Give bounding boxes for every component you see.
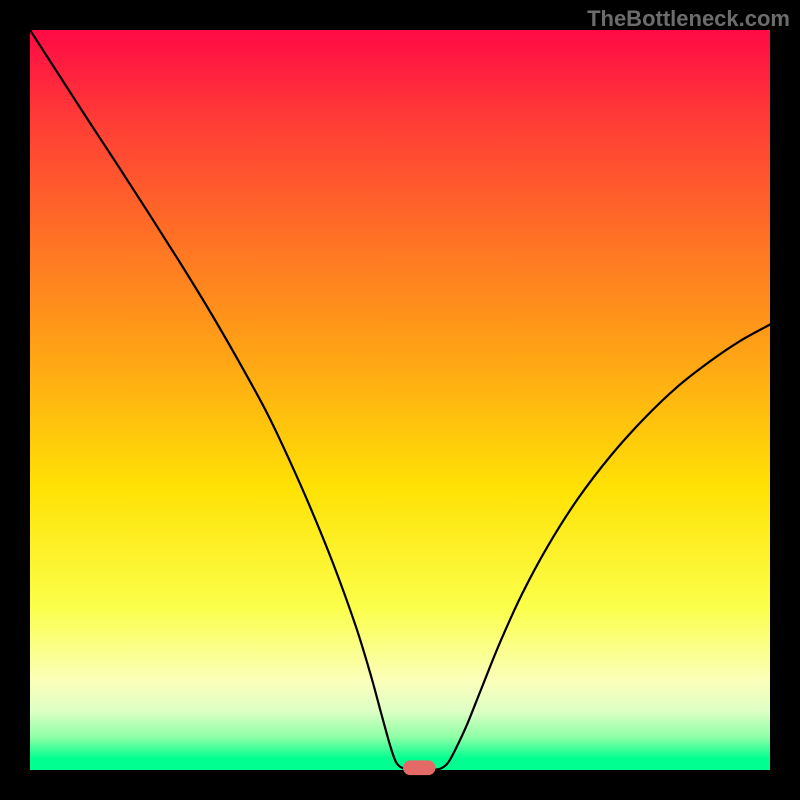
optimal-marker — [403, 760, 436, 775]
watermark-text: TheBottleneck.com — [587, 6, 790, 32]
bottleneck-chart: TheBottleneck.com — [0, 0, 800, 800]
chart-svg — [0, 0, 800, 800]
plot-background — [30, 30, 770, 770]
